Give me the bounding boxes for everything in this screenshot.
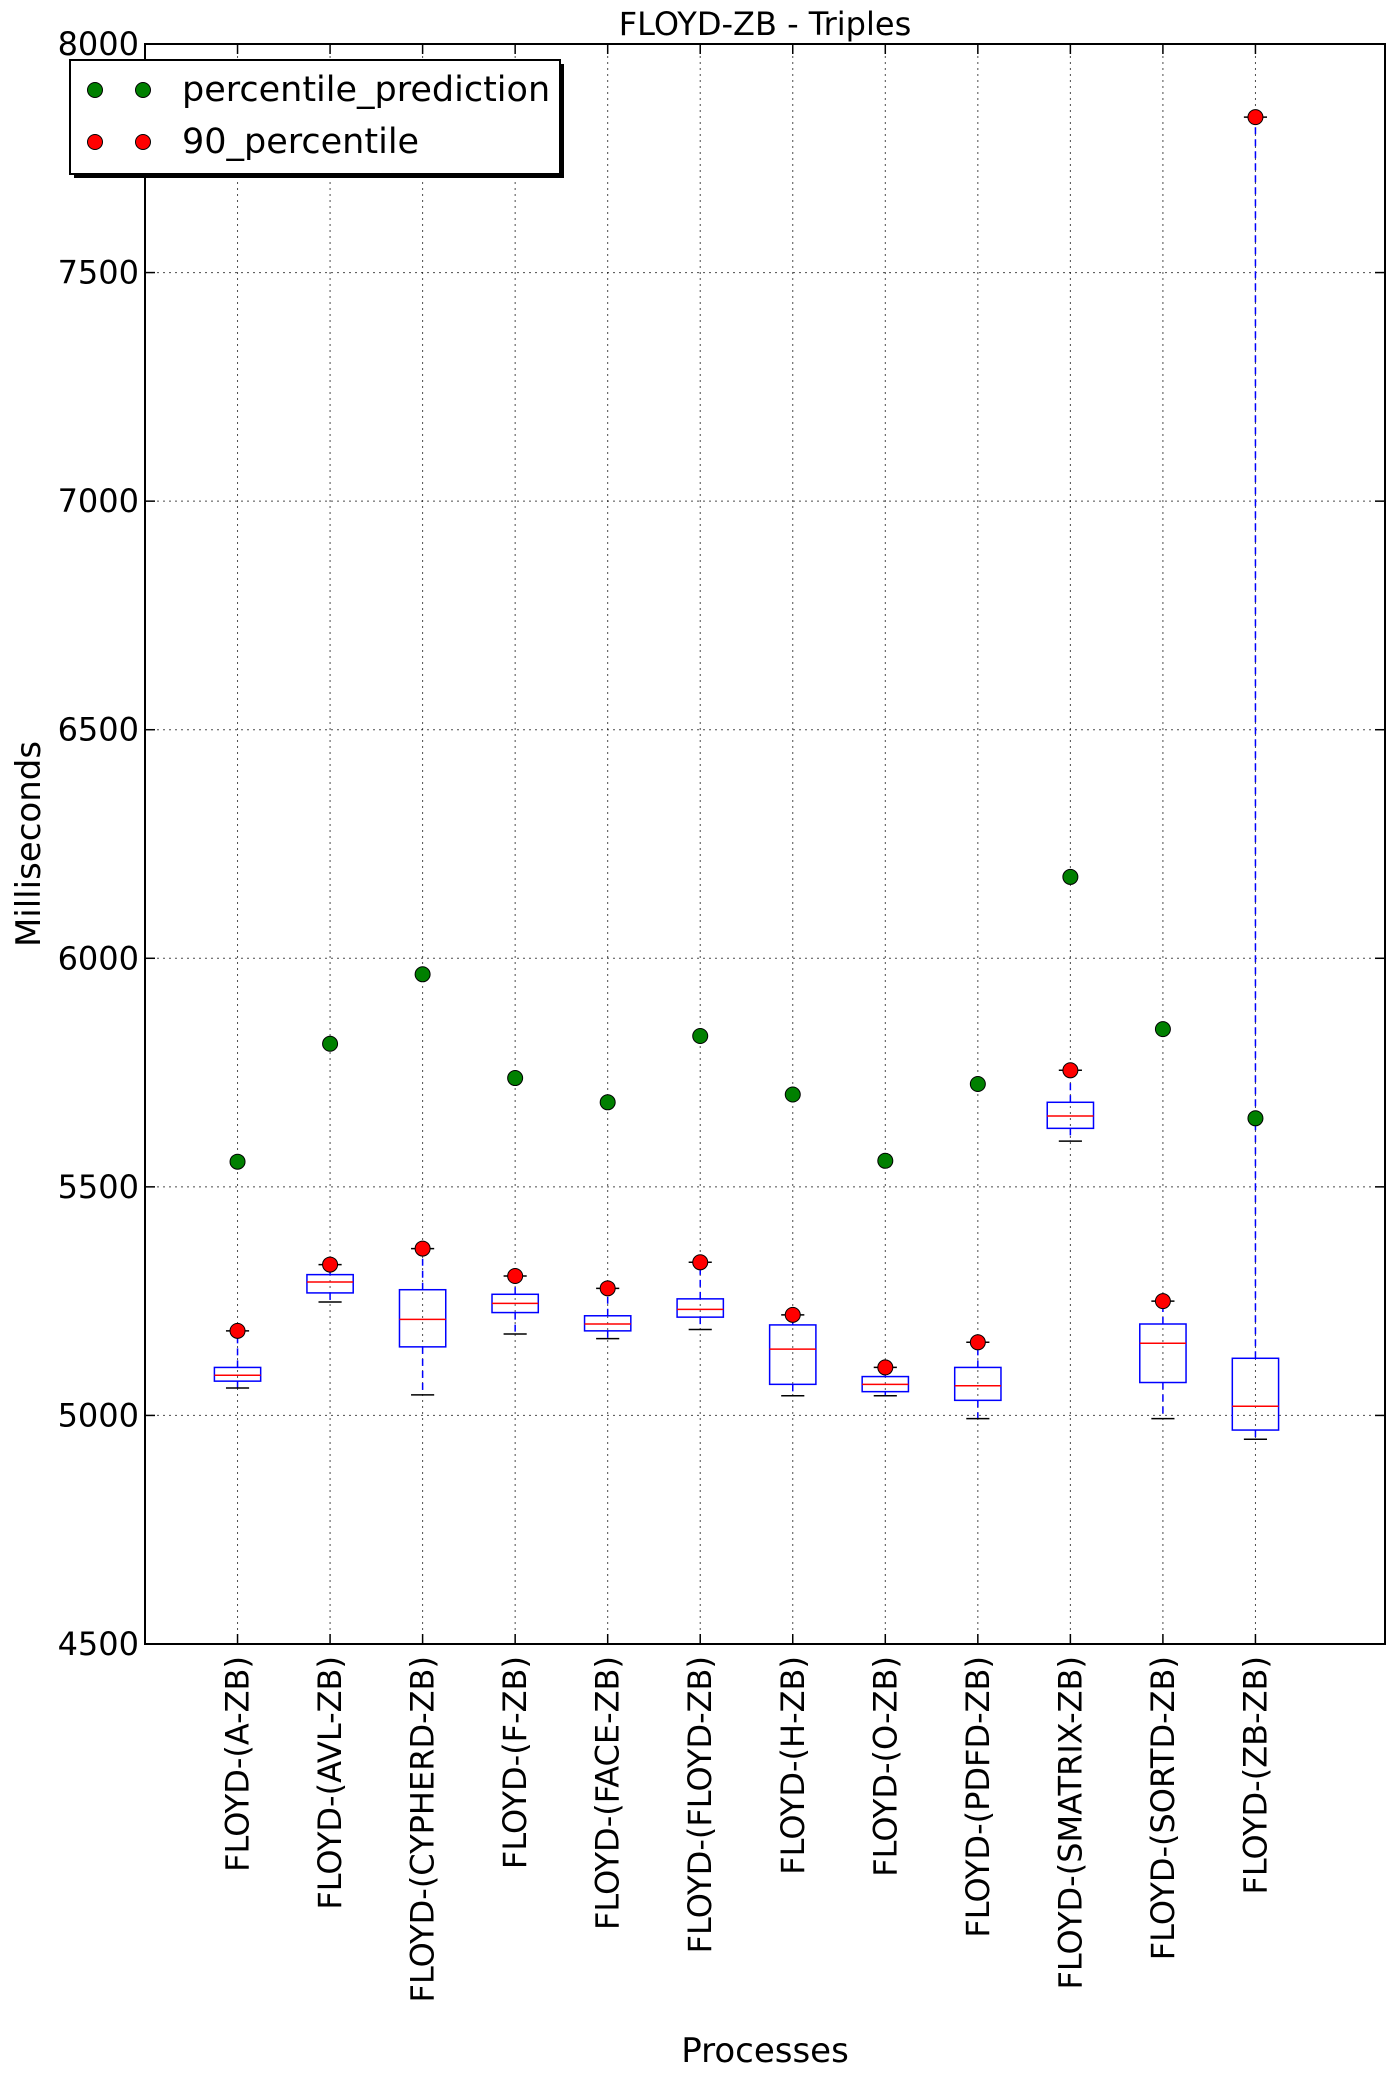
prediction-point bbox=[507, 1070, 524, 1087]
x-tick-label: FLOYD-(PDFD-ZB) bbox=[959, 1656, 997, 1938]
prediction-point bbox=[599, 1094, 616, 1111]
x-tick-label: FLOYD-(A-ZB) bbox=[219, 1656, 257, 1872]
box-body bbox=[1231, 1357, 1280, 1431]
y-tick-label: 5500 bbox=[58, 1168, 139, 1206]
box-body bbox=[953, 1366, 1002, 1402]
x-tick-label: FLOYD-(FLOYD-ZB) bbox=[681, 1656, 719, 1953]
box-11 bbox=[1231, 116, 1280, 1440]
y-tick-label: 4500 bbox=[58, 1625, 139, 1663]
p90-point bbox=[969, 1334, 986, 1351]
legend-label-prediction: percentile_prediction bbox=[182, 70, 550, 110]
p90-point bbox=[784, 1306, 801, 1323]
points bbox=[229, 109, 1264, 1376]
legend-box bbox=[69, 59, 561, 175]
x-axis: FLOYD-(A-ZB) FLOYD-(AVL-ZB) FLOYD-(CYPHERD… bbox=[219, 44, 1274, 2002]
y-tick-label: 7500 bbox=[58, 254, 139, 292]
plot-frame bbox=[144, 43, 1386, 1645]
y-tick-label: 8000 bbox=[58, 25, 139, 63]
y-tick-label: 6000 bbox=[58, 939, 139, 977]
x-tick-label: FLOYD-(ZB-ZB) bbox=[1236, 1656, 1274, 1895]
p90-point bbox=[414, 1240, 431, 1257]
box-body bbox=[1139, 1323, 1187, 1384]
x-tick-label: FLOYD-(AVL-ZB) bbox=[311, 1656, 349, 1910]
x-tick-label: FLOYD-(SORTD-ZB) bbox=[1144, 1656, 1182, 1960]
prediction-point bbox=[229, 1153, 246, 1170]
prediction-point bbox=[692, 1028, 709, 1044]
legend-label-90: 90_percentile bbox=[182, 122, 419, 162]
prediction-point bbox=[877, 1152, 894, 1169]
prediction-point bbox=[1247, 1110, 1264, 1127]
chart-title: FLOYD-ZB - Triples bbox=[619, 5, 911, 43]
x-tick-label: FLOYD-(H-ZB) bbox=[774, 1656, 812, 1875]
x-tick-label: FLOYD-(F-ZB) bbox=[496, 1656, 534, 1869]
y-tick-label: 7000 bbox=[58, 482, 139, 520]
prediction-point bbox=[969, 1076, 986, 1092]
y-tick-label: 6500 bbox=[58, 711, 139, 749]
p90-point bbox=[692, 1254, 709, 1271]
box-0 bbox=[213, 1330, 262, 1389]
p90-point bbox=[599, 1280, 616, 1297]
box-body bbox=[768, 1324, 817, 1386]
x-axis-label: Processes bbox=[681, 2031, 849, 2071]
prediction-point bbox=[784, 1086, 801, 1103]
box-body bbox=[676, 1298, 725, 1318]
x-tick-label: FLOYD-(O-ZB) bbox=[866, 1656, 904, 1877]
x-tick-label: FLOYD-(FACE-ZB) bbox=[589, 1656, 627, 1930]
box-body bbox=[213, 1366, 262, 1382]
p90-point bbox=[322, 1256, 339, 1273]
x-tick-label: FLOYD-(CYPHERD-ZB) bbox=[404, 1656, 442, 2002]
legend-marker-prediction-1 bbox=[87, 82, 103, 98]
p90-point bbox=[229, 1322, 246, 1339]
y-axis-label: Milliseconds bbox=[9, 741, 49, 947]
p90-point bbox=[1154, 1293, 1171, 1310]
p90-point bbox=[1062, 1062, 1079, 1079]
box-body bbox=[398, 1288, 447, 1348]
x-tick-label: FLOYD-(SMATRIX-ZB) bbox=[1051, 1656, 1089, 1990]
box-3 bbox=[491, 1275, 540, 1335]
prediction-point bbox=[1062, 868, 1079, 885]
box-body bbox=[306, 1273, 354, 1294]
legend: percentile_prediction 90_percentile bbox=[69, 59, 564, 178]
prediction-point bbox=[322, 1035, 339, 1052]
p90-point bbox=[1247, 109, 1264, 126]
legend-marker-90-1 bbox=[87, 134, 103, 150]
y-tick-label: 5000 bbox=[58, 1396, 139, 1434]
legend-marker-90-2 bbox=[135, 134, 151, 150]
legend-marker-prediction-2 bbox=[135, 82, 151, 98]
y-axis: 4500 5000 5500 6000 6500 7000 7500 8000 bbox=[58, 25, 1385, 1663]
p90-point bbox=[877, 1359, 894, 1376]
boxes bbox=[213, 116, 1280, 1440]
prediction-point bbox=[1154, 1021, 1171, 1038]
p90-point bbox=[507, 1268, 524, 1284]
prediction-point bbox=[414, 966, 431, 983]
